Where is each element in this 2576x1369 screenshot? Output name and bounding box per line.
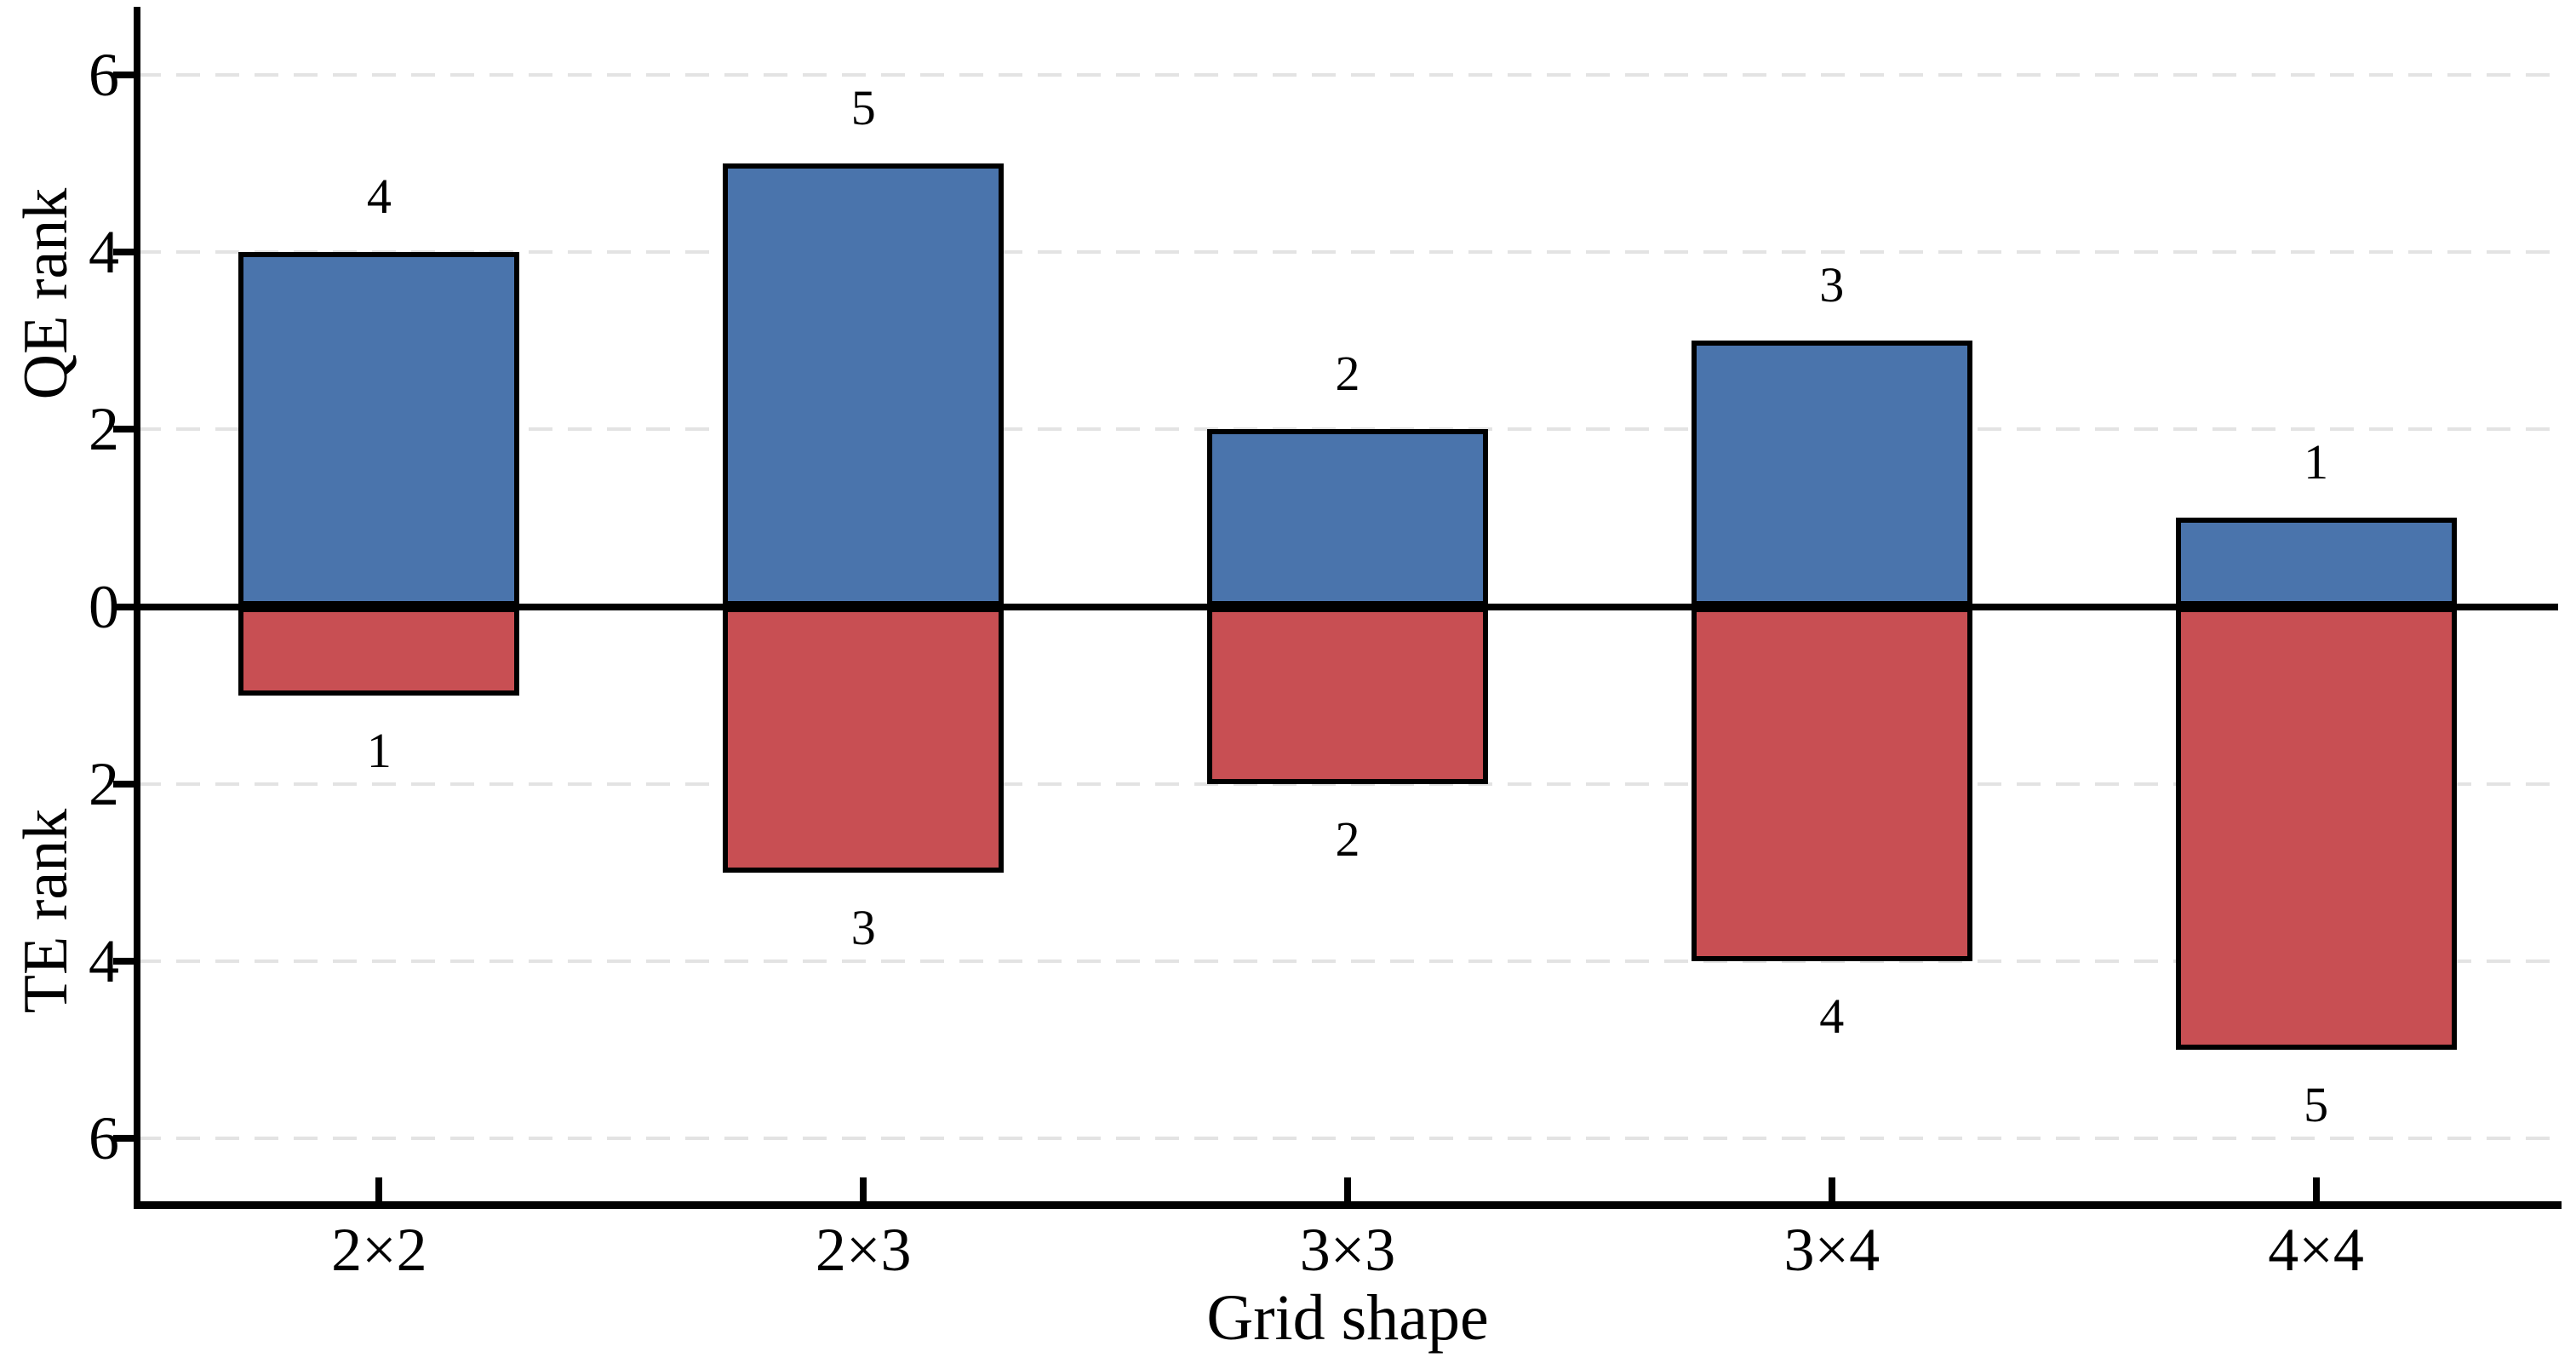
zero-axis-line (137, 603, 2558, 610)
x-axis-spine (134, 1201, 2562, 1209)
x-tick-mark (1344, 1177, 1351, 1205)
y-gridline (137, 250, 2558, 255)
y-tick-label: 2 (89, 395, 119, 464)
qe-value-label: 4 (366, 169, 392, 225)
y-tick-label: 0 (89, 572, 119, 641)
qe-value-label: 3 (1819, 257, 1845, 313)
y-gridline (137, 1136, 2558, 1140)
te-value-label: 4 (1819, 988, 1845, 1044)
x-tick-label: 3×3 (1299, 1216, 1396, 1284)
x-tick-mark (1828, 1177, 1835, 1205)
x-tick-label: 2×2 (331, 1216, 427, 1284)
x-tick-label: 3×4 (1783, 1216, 1880, 1284)
qe-bar (723, 163, 1005, 607)
x-tick-mark (860, 1177, 867, 1205)
qe-bar (1207, 429, 1488, 607)
te-bar (1207, 606, 1488, 784)
y-tick-mark (113, 957, 137, 965)
y-tick-label: 4 (89, 218, 119, 287)
qe-bar (2175, 518, 2457, 607)
y-gridline (137, 959, 2558, 963)
y-tick-mark (113, 249, 137, 256)
y-tick-mark (113, 1134, 137, 1142)
te-value-label: 1 (366, 722, 392, 778)
te-value-label: 2 (1335, 811, 1360, 867)
y-gridline (137, 73, 2558, 77)
qe-value-label: 1 (2304, 434, 2329, 490)
y-tick-label: 6 (89, 41, 119, 110)
y-tick-mark (113, 780, 137, 788)
y-tick-label: 4 (89, 926, 119, 995)
x-tick-mark (2312, 1177, 2320, 1205)
x-axis-title: Grid shape (1206, 1282, 1489, 1354)
te-bar (238, 606, 520, 696)
y-tick-label: 6 (89, 1103, 119, 1172)
qe-value-label: 2 (1335, 346, 1360, 402)
te-bar (723, 606, 1005, 873)
x-tick-label: 4×4 (2268, 1216, 2364, 1284)
y-tick-mark (113, 426, 137, 433)
y-tick-mark (113, 603, 137, 610)
y-gridline (137, 782, 2558, 786)
te-bar (1691, 606, 1972, 961)
qe-value-label: 5 (850, 80, 876, 136)
qe-bar (238, 252, 520, 607)
x-tick-mark (375, 1177, 383, 1205)
y-tick-label: 2 (89, 749, 119, 818)
x-tick-label: 2×3 (815, 1216, 912, 1284)
qe-bar (1691, 341, 1972, 607)
te-value-label: 3 (850, 899, 876, 955)
y-tick-mark (113, 72, 137, 79)
te-bar (2175, 606, 2457, 1050)
te-value-label: 5 (2304, 1076, 2329, 1132)
